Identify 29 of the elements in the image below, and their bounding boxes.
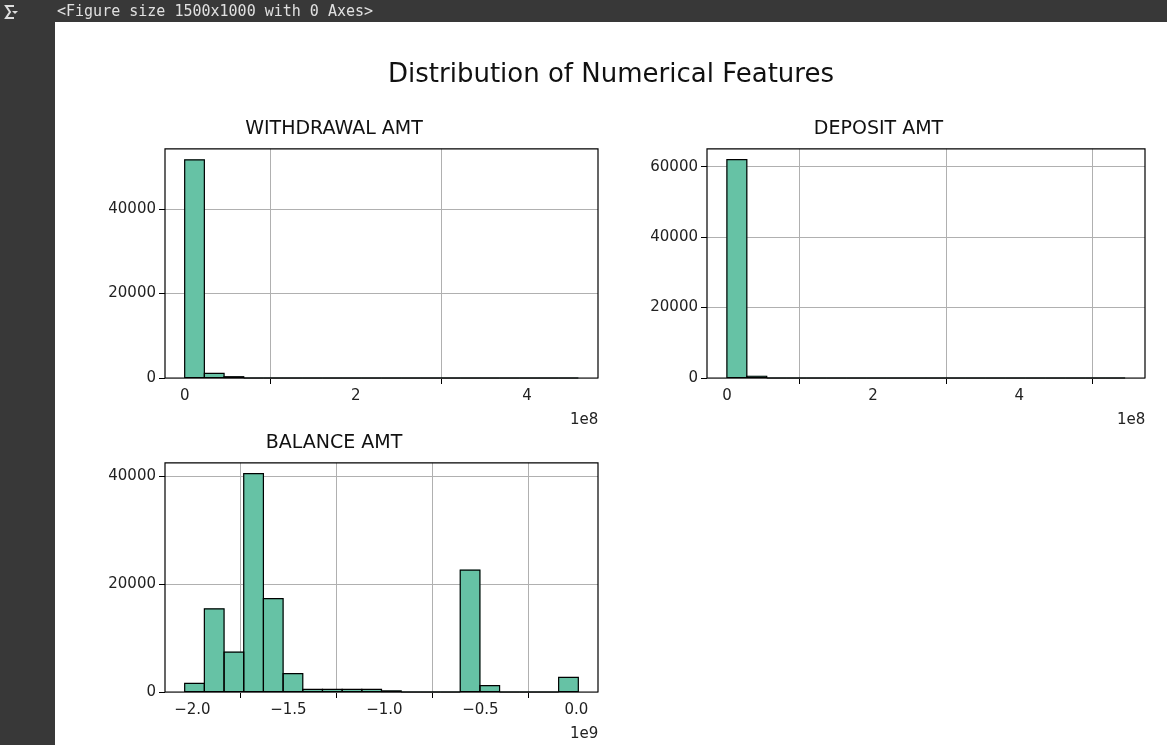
x-tick-label: −1.0: [366, 699, 403, 718]
x-tick-label: −2.0: [174, 699, 211, 718]
y-tick-label: 20000: [108, 283, 156, 302]
y-tick-label: 40000: [650, 227, 698, 246]
x-tick-label: 0: [179, 385, 190, 404]
text: 1e8: [570, 410, 599, 428]
y-tick-label: 60000: [650, 156, 698, 175]
y-tick-label: 0: [146, 367, 156, 386]
x-tick-label: 2: [868, 385, 878, 404]
x-tick-label: 0: [722, 385, 732, 404]
text: Distribution of Numerical Features: [387, 58, 835, 88]
y-tick-label: 40000: [108, 199, 156, 218]
x-tick-label: 2: [351, 385, 361, 404]
y-tick-label: 0: [146, 681, 156, 700]
x-tick-label: 4: [1014, 385, 1024, 404]
chart-title: BALANCE AMT: [265, 430, 403, 453]
x-tick-label: 4: [522, 385, 532, 404]
y-tick-label: 40000: [108, 466, 156, 485]
chart-title: DEPOSIT AMT: [813, 116, 944, 139]
text: 1e8: [1117, 410, 1146, 428]
chart-title: WITHDRAWAL AMT: [245, 116, 424, 139]
x-tick-label: 0.0: [564, 699, 589, 718]
y-tick-label: 0: [688, 367, 698, 386]
x-tick-label: −0.5: [462, 699, 499, 718]
x-tick-label: −1.5: [270, 699, 307, 718]
text: 1e9: [570, 724, 599, 742]
y-tick-label: 20000: [650, 297, 698, 316]
text: <Figure size 1500x1000 with 0 Axes>: [57, 2, 374, 20]
y-tick-label: 20000: [108, 574, 156, 593]
